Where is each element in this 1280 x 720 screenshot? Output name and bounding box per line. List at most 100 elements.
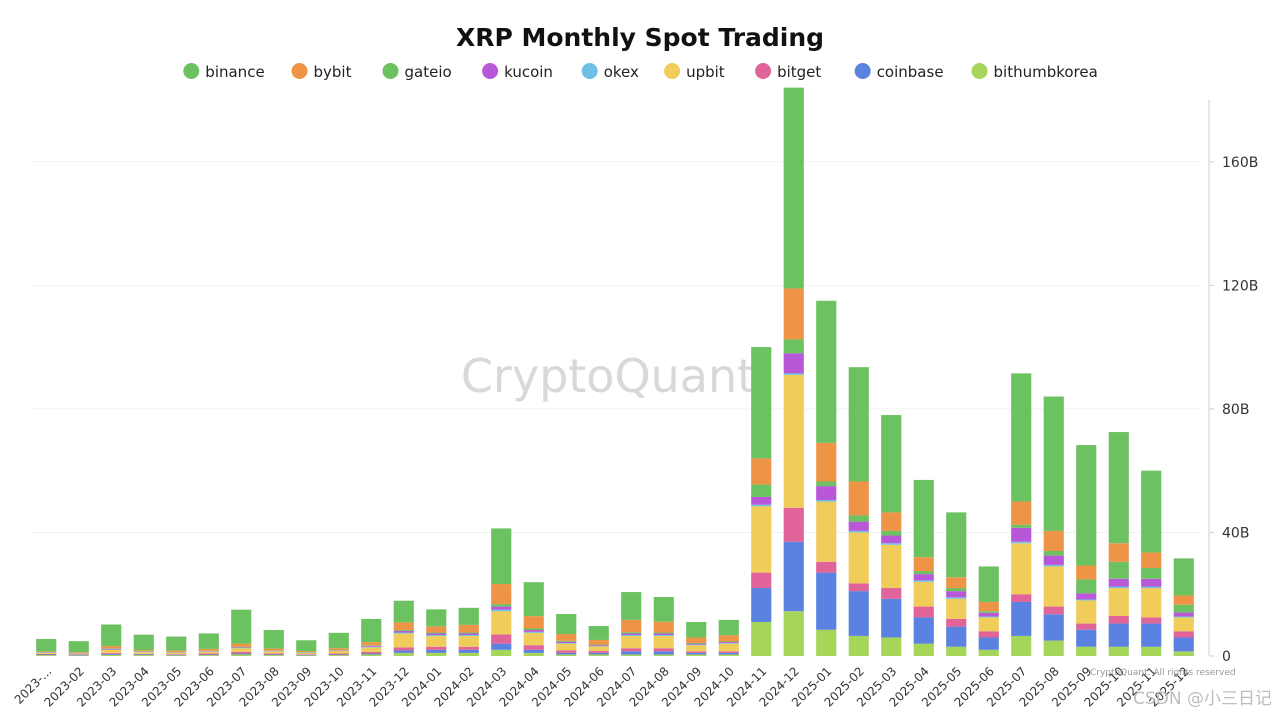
bar-segment-upbit[interactable]: [1043, 566, 1064, 607]
bar-segment-kucoin[interactable]: [523, 630, 544, 632]
bar-segment-upbit[interactable]: [296, 652, 317, 655]
bar-segment-binance[interactable]: [621, 592, 642, 620]
legend-item-okex[interactable]: okex: [581, 63, 639, 81]
bar-segment-coinbase[interactable]: [263, 654, 284, 656]
bar-segment-bitget[interactable]: [101, 652, 122, 654]
bar-segment-binance[interactable]: [426, 609, 447, 627]
bar-segment-gateio[interactable]: [621, 632, 642, 634]
bar-segment-bybit[interactable]: [718, 635, 739, 642]
legend-item-upbit[interactable]: upbit: [664, 63, 725, 81]
bar-segment-upbit[interactable]: [1108, 588, 1129, 616]
bar-segment-coinbase[interactable]: [978, 637, 999, 650]
bar-segment-coinbase[interactable]: [1011, 601, 1032, 636]
bar-segment-bybit[interactable]: [913, 557, 934, 572]
bar-segment-bitget[interactable]: [913, 606, 934, 618]
bar-segment-binance[interactable]: [393, 600, 414, 623]
bar-segment-bithumbkorea[interactable]: [393, 652, 414, 656]
bar-segment-kucoin[interactable]: [393, 630, 414, 633]
bar-segment-okex[interactable]: [458, 635, 479, 636]
bar-segment-kucoin[interactable]: [653, 633, 674, 635]
bar-segment-kucoin[interactable]: [1076, 593, 1097, 600]
bar-segment-coinbase[interactable]: [556, 652, 577, 655]
bar-segment-okex[interactable]: [913, 580, 934, 582]
bar-segment-coinbase[interactable]: [783, 541, 804, 612]
bar-segment-bybit[interactable]: [653, 621, 674, 633]
bar-segment-bithumbkorea[interactable]: [361, 654, 382, 656]
bar-segment-kucoin[interactable]: [686, 643, 707, 645]
bar-segment-binance[interactable]: [1043, 396, 1064, 531]
bar-segment-bybit[interactable]: [198, 648, 219, 651]
bar-segment-binance[interactable]: [588, 626, 609, 640]
bar-segment-okex[interactable]: [946, 597, 967, 599]
bar-segment-binance[interactable]: [718, 619, 739, 636]
bar-segment-upbit[interactable]: [166, 652, 187, 655]
bar-segment-bitget[interactable]: [686, 651, 707, 653]
bar-segment-okex[interactable]: [848, 530, 869, 533]
bar-segment-bithumbkorea[interactable]: [686, 654, 707, 656]
bar-segment-bitget[interactable]: [263, 653, 284, 655]
bar-segment-okex[interactable]: [1011, 541, 1032, 544]
bar-segment-bithumbkorea[interactable]: [588, 654, 609, 656]
bar-segment-coinbase[interactable]: [1141, 623, 1162, 647]
bar-segment-binance[interactable]: [68, 641, 89, 652]
bar-segment-bithumbkorea[interactable]: [1011, 635, 1032, 656]
bar-segment-coinbase[interactable]: [426, 649, 447, 653]
bar-segment-gateio[interactable]: [231, 646, 252, 648]
legend-item-gateio[interactable]: gateio: [382, 63, 452, 81]
bar-segment-bithumbkorea[interactable]: [978, 649, 999, 656]
bar-segment-gateio[interactable]: [458, 632, 479, 634]
bar-segment-coinbase[interactable]: [751, 588, 772, 623]
legend-item-coinbase[interactable]: coinbase: [854, 63, 944, 81]
bar-segment-kucoin[interactable]: [1108, 578, 1129, 587]
bar-segment-bitget[interactable]: [68, 654, 89, 655]
bar-segment-bitget[interactable]: [783, 507, 804, 542]
bar-segment-gateio[interactable]: [978, 611, 999, 613]
bar-segment-bitget[interactable]: [556, 650, 577, 653]
bar-segment-bybit[interactable]: [848, 481, 869, 516]
bar-segment-binance[interactable]: [1076, 445, 1097, 566]
bar-segment-okex[interactable]: [393, 632, 414, 634]
bar-segment-upbit[interactable]: [588, 646, 609, 652]
bar-segment-coinbase[interactable]: [588, 652, 609, 655]
bar-segment-bybit[interactable]: [1141, 552, 1162, 568]
bar-segment-upbit[interactable]: [556, 643, 577, 651]
bar-segment-bitget[interactable]: [36, 653, 57, 655]
bar-segment-bybit[interactable]: [393, 622, 414, 631]
bar-segment-coinbase[interactable]: [296, 654, 317, 656]
bar-segment-bybit[interactable]: [458, 624, 479, 633]
bar-segment-coinbase[interactable]: [1043, 614, 1064, 641]
bar-segment-bithumbkorea[interactable]: [783, 611, 804, 656]
bar-segment-gateio[interactable]: [523, 628, 544, 631]
bar-segment-binance[interactable]: [751, 347, 772, 459]
bar-segment-coinbase[interactable]: [36, 654, 57, 656]
bar-segment-bithumbkorea[interactable]: [133, 655, 154, 656]
bar-segment-bitget[interactable]: [1043, 606, 1064, 615]
bar-segment-coinbase[interactable]: [231, 653, 252, 655]
bar-segment-coinbase[interactable]: [523, 649, 544, 653]
bar-segment-bithumbkorea[interactable]: [263, 655, 284, 656]
bar-segment-bitget[interactable]: [328, 653, 349, 655]
bar-segment-bitget[interactable]: [881, 588, 902, 599]
bar-segment-gateio[interactable]: [783, 339, 804, 354]
legend-item-bybit[interactable]: bybit: [291, 63, 352, 81]
bar-segment-bithumbkorea[interactable]: [1173, 651, 1194, 656]
bar-segment-coinbase[interactable]: [686, 652, 707, 655]
bar-segment-bybit[interactable]: [296, 651, 317, 652]
bar-segment-gateio[interactable]: [361, 645, 382, 646]
bar-segment-bitget[interactable]: [978, 631, 999, 638]
bar-segment-kucoin[interactable]: [491, 606, 512, 610]
bar-segment-bitget[interactable]: [1141, 617, 1162, 624]
legend-item-bitget[interactable]: bitget: [755, 63, 821, 81]
bar-segment-bybit[interactable]: [1076, 565, 1097, 580]
bar-segment-bithumbkorea[interactable]: [101, 654, 122, 656]
bar-segment-gateio[interactable]: [1141, 567, 1162, 579]
bar-segment-upbit[interactable]: [523, 632, 544, 646]
bar-segment-kucoin[interactable]: [751, 496, 772, 505]
bar-segment-bitget[interactable]: [621, 648, 642, 652]
bar-segment-binance[interactable]: [1011, 373, 1032, 502]
bar-segment-gateio[interactable]: [426, 632, 447, 634]
bar-segment-kucoin[interactable]: [718, 642, 739, 644]
bar-segment-kucoin[interactable]: [458, 633, 479, 635]
bar-segment-gateio[interactable]: [1011, 524, 1032, 528]
bar-segment-coinbase[interactable]: [1173, 637, 1194, 652]
